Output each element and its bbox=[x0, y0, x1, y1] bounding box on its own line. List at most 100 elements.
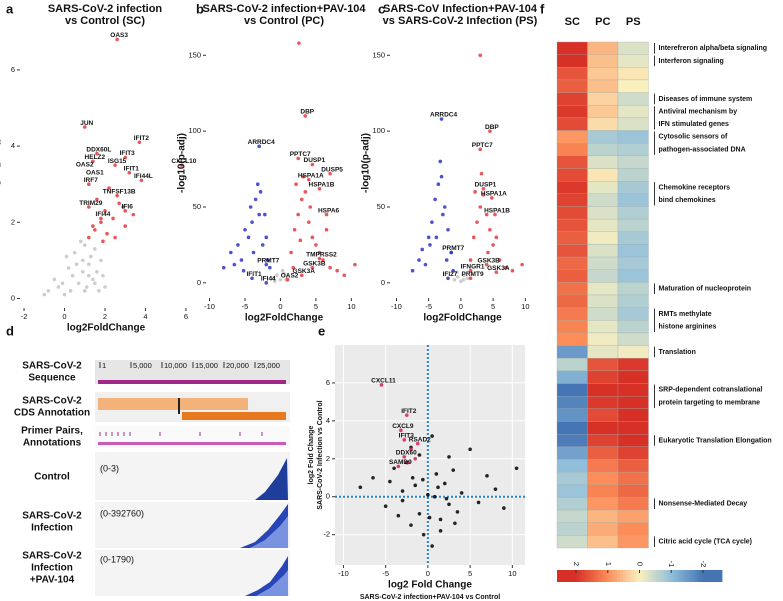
y-tick-label: 50 bbox=[377, 202, 385, 211]
row-label: Citric acid cycle (TCA cycle) bbox=[659, 539, 753, 546]
heatmap-cell bbox=[587, 269, 619, 283]
point bbox=[263, 212, 267, 217]
colorbar-segment bbox=[711, 570, 715, 582]
point bbox=[137, 140, 142, 145]
point bbox=[353, 262, 357, 267]
y-tick-label: 4 bbox=[326, 416, 330, 425]
control-track bbox=[95, 452, 290, 500]
point bbox=[66, 266, 71, 270]
point bbox=[417, 258, 421, 262]
gene-label: IRF7 bbox=[84, 177, 98, 184]
colorbar-segment bbox=[653, 570, 657, 582]
point bbox=[421, 532, 426, 537]
point bbox=[476, 500, 481, 505]
heatmap-cell bbox=[556, 130, 588, 144]
colorbar-segment bbox=[689, 570, 693, 582]
colorbar-segment bbox=[636, 570, 640, 582]
heatmap-cell bbox=[617, 446, 649, 460]
point bbox=[317, 186, 322, 191]
gene-label: OAS1 bbox=[86, 169, 104, 176]
point bbox=[95, 270, 99, 274]
point bbox=[221, 265, 226, 270]
point bbox=[62, 292, 67, 297]
heatmap-cell bbox=[587, 67, 619, 81]
colorbar-segment bbox=[623, 570, 627, 582]
heatmap-cell bbox=[556, 408, 588, 422]
colorbar-segment bbox=[680, 570, 684, 582]
point bbox=[324, 227, 329, 232]
point bbox=[371, 475, 375, 480]
heatmap-cell bbox=[617, 105, 649, 119]
x-tick-label: 2 bbox=[103, 312, 107, 321]
point bbox=[101, 239, 105, 244]
heatmap-cell bbox=[556, 421, 588, 435]
chart-title: SARS-CoV-2 infection bbox=[48, 3, 163, 15]
gene-label: GSK3B bbox=[477, 257, 500, 264]
point bbox=[87, 262, 91, 266]
column-label: SC bbox=[565, 16, 580, 28]
point bbox=[468, 447, 472, 452]
heatmap-cell bbox=[587, 294, 619, 308]
point bbox=[439, 117, 444, 121]
point bbox=[93, 228, 97, 232]
gene-label: IFI44 bbox=[261, 276, 276, 283]
point bbox=[97, 289, 101, 293]
gene-label: IFIT1 bbox=[124, 165, 140, 172]
point bbox=[107, 186, 111, 190]
point bbox=[60, 281, 65, 286]
ruler-label: 25,000 bbox=[257, 361, 280, 370]
gene-label: HSPA1B bbox=[484, 207, 510, 214]
point bbox=[413, 456, 418, 461]
row-label: RMTs methylate bbox=[659, 311, 712, 318]
heatmap-cell bbox=[556, 358, 588, 372]
heatmap-cell bbox=[587, 332, 619, 346]
gene-label: HELZ2 bbox=[85, 154, 106, 161]
ruler-label: 1 bbox=[102, 361, 106, 370]
heatmap-cell bbox=[617, 92, 649, 106]
point bbox=[452, 277, 457, 282]
ruler-label: 15,000 bbox=[195, 361, 218, 370]
heatmap-cell bbox=[587, 345, 619, 359]
point bbox=[494, 235, 499, 240]
heatmap-cell bbox=[556, 155, 588, 169]
point bbox=[123, 224, 128, 228]
gene-label: DUSP1 bbox=[304, 157, 326, 164]
heatmap-cell bbox=[556, 269, 588, 283]
point bbox=[379, 383, 384, 387]
x-axis-label: log2FoldChange bbox=[245, 313, 324, 324]
point bbox=[56, 285, 61, 289]
cds-genes bbox=[182, 412, 286, 420]
point bbox=[434, 472, 439, 476]
heatmap-cell bbox=[617, 358, 649, 372]
heatmap-cell bbox=[617, 522, 649, 536]
gene-label: ARRDC4 bbox=[248, 139, 275, 146]
gene-label: OAS2 bbox=[76, 162, 94, 169]
heatmap-cell bbox=[556, 180, 588, 194]
column-label: PS bbox=[626, 16, 641, 28]
colorbar-segment bbox=[683, 570, 687, 582]
colorbar-segment bbox=[592, 570, 596, 582]
point bbox=[123, 209, 128, 213]
heatmap-cell bbox=[556, 509, 588, 523]
point bbox=[404, 413, 409, 417]
gene-label: IFI44 bbox=[96, 211, 111, 218]
x-tick-label: -2 bbox=[21, 312, 28, 321]
point bbox=[285, 277, 290, 282]
x-tick-label: -10 bbox=[204, 302, 215, 311]
y-axis-label: SARS-CoV-2 Infection vs Control bbox=[317, 400, 324, 509]
point bbox=[82, 125, 87, 129]
y-tick-label: 6 bbox=[11, 65, 15, 74]
gene-label: IFI6 bbox=[122, 204, 134, 211]
point bbox=[291, 265, 296, 270]
heatmap-cell bbox=[587, 433, 619, 447]
colorbar-segment bbox=[645, 570, 649, 582]
colorbar-segment bbox=[565, 570, 569, 582]
point bbox=[289, 250, 293, 255]
heatmap-cell bbox=[587, 396, 619, 410]
colorbar-label: 0 bbox=[636, 562, 645, 566]
heatmap-cell bbox=[556, 143, 588, 156]
heatmap-cell bbox=[587, 484, 619, 498]
point bbox=[486, 250, 490, 255]
colorbar-segment bbox=[664, 570, 668, 582]
heatmap-cell bbox=[587, 282, 619, 296]
